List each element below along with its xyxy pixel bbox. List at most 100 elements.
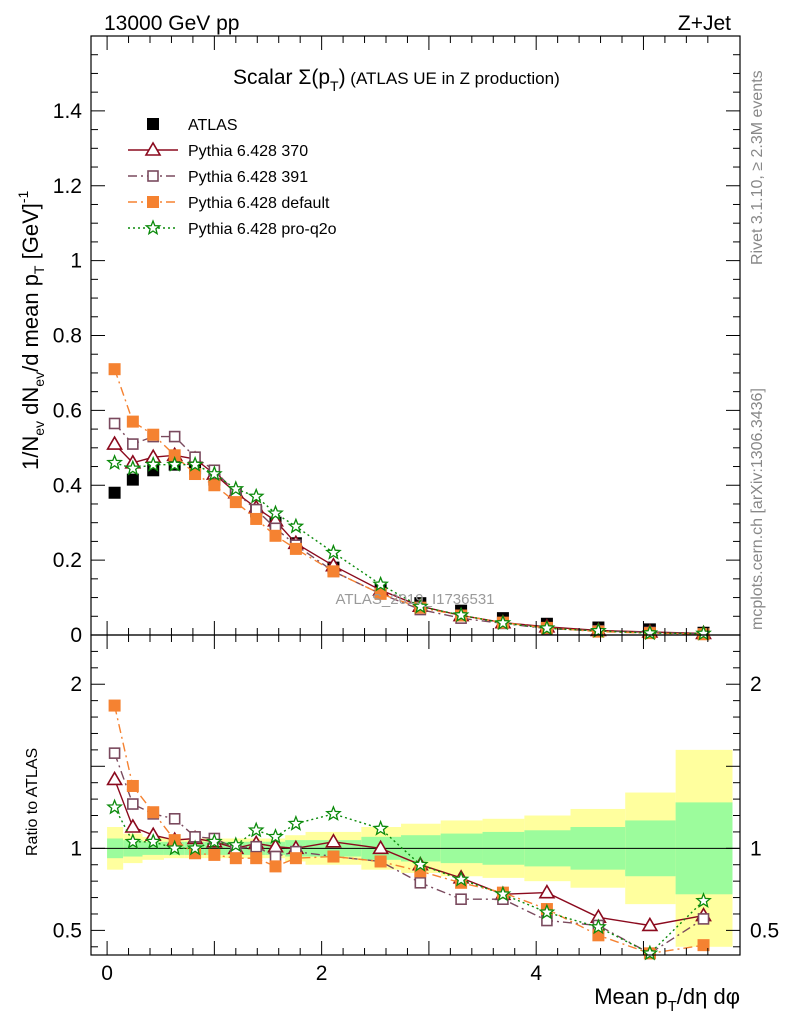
legend-marker [147, 118, 159, 130]
y-tick-label: 0.2 [53, 549, 82, 572]
main-plot-series [106, 363, 712, 641]
data-point [589, 622, 607, 638]
x-tick-label: 4 [530, 962, 542, 985]
legend-entry: Pythia 6.428 default [128, 195, 330, 212]
data-point [494, 614, 512, 631]
y-tick-label: 0 [70, 624, 82, 647]
ratio-y-tick-label-right: 1 [750, 837, 762, 860]
ratio-point [641, 944, 659, 961]
legend-entry: ATLAS [147, 117, 238, 134]
y-tick-label: 1 [70, 250, 82, 273]
data-point [166, 455, 183, 472]
ratio-point [229, 852, 242, 865]
series-pythia-6-428-pro-q2o [106, 454, 712, 641]
legend-marker [147, 170, 159, 182]
ratio-plot-frame [90, 634, 741, 956]
ratio-point [124, 833, 142, 849]
legend-marker [144, 219, 162, 236]
header-right: Z+Jet [678, 12, 731, 35]
data-point [289, 542, 302, 555]
ratio-y-tick-label: 1 [70, 837, 82, 860]
ratio-point [327, 850, 340, 863]
ratio-point [538, 903, 556, 920]
y-tick-label: 1.2 [53, 175, 82, 198]
ratio-y-tick-label-right: 0.5 [750, 919, 779, 942]
x-axis-label: Mean pT/dη dφ [594, 984, 740, 1015]
ratio-point [108, 699, 121, 712]
data-point [269, 529, 282, 542]
ratio-point [206, 833, 223, 849]
legend-marker [144, 141, 162, 156]
ratio-point [372, 819, 389, 836]
legend-label: Pythia 6.428 default [188, 195, 330, 212]
ratio-y-tick-label: 2 [70, 673, 82, 696]
data-point [267, 504, 284, 521]
data-point [144, 455, 162, 472]
data-point [186, 455, 204, 472]
ratio-point [414, 876, 427, 889]
ratio-point [166, 839, 183, 856]
data-point [106, 435, 123, 450]
y-tick-label: 1.4 [53, 100, 83, 123]
main-y-axis-label: 1/Nev dNev/d mean pT [GeV]-1 [15, 190, 47, 470]
legend-label: ATLAS [188, 117, 238, 134]
data-point [108, 417, 121, 430]
data-point [538, 619, 556, 636]
ratio-point [144, 833, 162, 849]
data-point [452, 606, 470, 623]
data-point [205, 465, 223, 482]
rivet-label: Rivet 3.1.10, ≥ 2.3M events [749, 70, 766, 265]
legend-entry: Pythia 6.428 pro-q2o [128, 219, 337, 238]
legend-label: Pythia 6.428 391 [188, 169, 308, 186]
ratio-point [108, 747, 121, 759]
legend-entry: Pythia 6.428 391 [128, 169, 308, 186]
ratio-point [455, 893, 467, 906]
legend-label: Pythia 6.428 370 [188, 143, 308, 160]
header-left: 13000 GeV pp [104, 12, 239, 35]
data-point [250, 512, 263, 525]
ratio-point [412, 855, 429, 872]
series-atlas [108, 458, 710, 639]
ratio-point [372, 839, 390, 855]
main-plot-title: Scalar Σ(pT) (ATLAS UE in Z production) [233, 66, 560, 94]
data-point [126, 473, 139, 486]
ratio-point [250, 840, 262, 853]
ratio-point [269, 860, 282, 873]
ratio-point [208, 848, 221, 861]
ratio-y-tick-label-right: 2 [750, 673, 762, 696]
ratio-point [289, 852, 302, 865]
axis-ticks: 0 2 4 0 0.2 0.4 0.6 0.8 1 1.2 1.4 0.5 0.5 1 1 2 2 [53, 35, 779, 985]
data-point [227, 480, 245, 497]
x-tick-label: 0 [101, 962, 113, 985]
data-point [374, 587, 387, 600]
ratio-point [126, 779, 139, 792]
ratio-point [127, 798, 139, 810]
ratio-point [247, 821, 265, 838]
legend-marker [147, 196, 159, 208]
ratio-point [697, 939, 710, 952]
data-point [126, 415, 139, 428]
ratio-point [168, 812, 181, 825]
data-point [695, 624, 712, 641]
legend-label: Pythia 6.428 pro-q2o [188, 221, 337, 238]
data-point [412, 597, 429, 614]
ratio-point [250, 852, 263, 865]
data-point [327, 565, 340, 578]
data-point [208, 479, 221, 492]
ratio-point [325, 805, 342, 821]
data-point [108, 486, 121, 499]
ratio-point [106, 770, 123, 786]
ratio-point [494, 885, 512, 902]
ratio-y-tick-label: 0.5 [53, 919, 82, 942]
data-point [641, 624, 659, 641]
watermark: ATLAS_2019_I1736531 [335, 591, 494, 608]
data-point [325, 543, 342, 560]
ratio-point [538, 884, 556, 899]
data-point [124, 459, 142, 476]
ratio-point [287, 814, 305, 831]
ratio-point [641, 916, 659, 932]
data-point [168, 449, 181, 462]
ratio-point [695, 891, 712, 908]
data-point [372, 575, 389, 592]
